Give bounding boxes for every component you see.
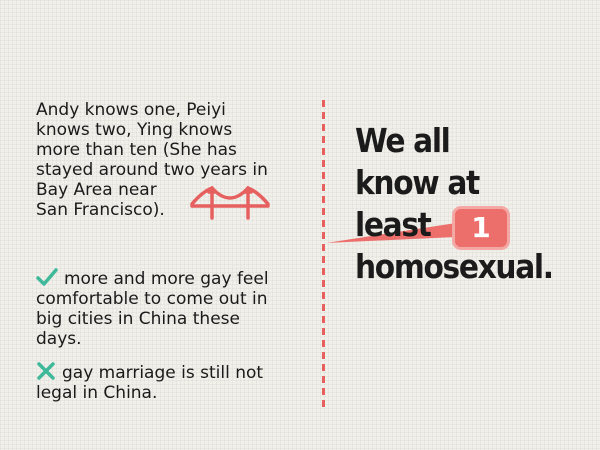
point-line: days. (36, 329, 82, 349)
paragraph-line: Bay Area near (36, 180, 157, 200)
golden-gate-bridge-icon (190, 185, 270, 220)
point-line: gay marriage is still not (62, 363, 264, 383)
con-point: gay marriage is still not legal in China… (36, 362, 311, 403)
headline: We all know at least homosexual. (355, 120, 562, 288)
headline-line: know at (355, 163, 480, 202)
point-line: legal in China. (36, 383, 158, 403)
dashed-divider (322, 100, 325, 412)
point-line: comfortable to come out in (36, 289, 268, 309)
point-line: more and more gay feel (64, 269, 269, 289)
check-icon (36, 268, 58, 286)
paragraph-line: San Francisco). (36, 200, 165, 220)
paragraph-line: more than ten (She has (36, 140, 237, 160)
headline-line: We all (355, 121, 451, 160)
headline-line: homosexual. (355, 247, 554, 286)
cross-icon (37, 362, 55, 380)
paragraph-line: Andy knows one, Peiyi (36, 100, 226, 120)
story-paragraph: Andy knows one, Peiyi knows two, Ying kn… (36, 100, 316, 220)
pro-point: more and more gay feel comfortable to co… (36, 268, 311, 349)
paragraph-line: knows two, Ying knows (36, 120, 233, 140)
headline-line: least (355, 205, 432, 244)
paragraph-line: stayed around two years in (36, 160, 268, 180)
number-badge: 1 (452, 206, 510, 250)
point-line: big cities in China these (36, 309, 240, 329)
